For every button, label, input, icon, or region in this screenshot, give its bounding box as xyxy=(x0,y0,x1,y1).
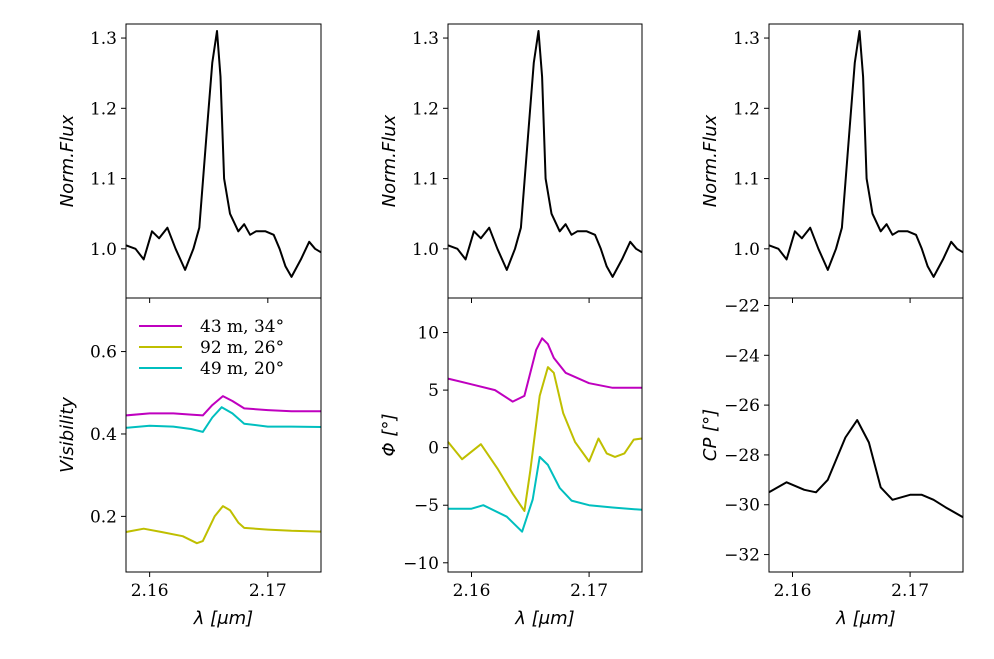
y-tick-label: 1.1 xyxy=(90,170,117,190)
y-tick-label: 1.3 xyxy=(90,29,117,49)
y-tick-label: 1.0 xyxy=(90,240,117,260)
y-tick-label: 1.2 xyxy=(90,99,117,119)
y-axis-label: Visibility xyxy=(57,397,78,473)
series-line-1 xyxy=(125,505,322,545)
x-tick-label: 2.17 xyxy=(891,581,929,601)
x-tick-label: 2.16 xyxy=(774,581,812,601)
y-tick-label: 1.3 xyxy=(412,29,439,49)
series-line-0 xyxy=(768,30,964,278)
x-tick-label: 2.16 xyxy=(131,581,169,601)
x-axis-label: λ [μm] xyxy=(835,608,895,629)
y-tick-label: 1.2 xyxy=(733,99,760,119)
y-tick-label: 5 xyxy=(428,381,439,401)
y-axis-label: Norm.Flux xyxy=(57,114,78,207)
x-tick-label: 2.17 xyxy=(249,581,287,601)
y-axis-label: CP [°] xyxy=(700,409,721,461)
y-tick-label: 0 xyxy=(428,439,439,459)
axes-frame xyxy=(125,297,322,573)
series-line-1 xyxy=(447,366,643,512)
y-tick-label: 1.1 xyxy=(412,170,439,190)
y-tick-label: 1.2 xyxy=(412,99,439,119)
series-line-0 xyxy=(447,337,642,403)
y-tick-label: −32 xyxy=(724,546,760,566)
legend-label: 92 m, 26° xyxy=(200,338,284,358)
x-axis-label: λ [μm] xyxy=(193,608,253,629)
y-tick-label: 10 xyxy=(417,324,439,344)
y-tick-label: −26 xyxy=(724,396,760,416)
series-line-2 xyxy=(125,406,322,433)
panel-flux-3: 1.0 1.1 1.2 1.3 Norm.Flux xyxy=(700,23,964,303)
y-tick-label: 0.2 xyxy=(90,507,117,527)
y-axis-label: Φ [°] xyxy=(379,414,400,457)
y-tick-label: −24 xyxy=(724,346,760,366)
x-tick-label: 2.17 xyxy=(570,581,608,601)
legend-label: 43 m, 34° xyxy=(200,317,284,337)
series-line-0 xyxy=(125,30,322,278)
panel-flux-2: 1.0 1.1 1.2 1.3 Norm.Flux xyxy=(379,23,643,303)
y-tick-label: −30 xyxy=(724,496,760,516)
panel-visibility: 0.2 0.4 0.6 2.16 2.17 Visibility λ [μm] 43 m, 3… xyxy=(57,297,322,629)
legend-label: 49 m, 20° xyxy=(200,359,284,379)
series-line-0 xyxy=(447,30,643,278)
y-tick-label: 1.0 xyxy=(412,240,439,260)
x-axis-label: λ [μm] xyxy=(514,608,574,629)
y-tick-label: −28 xyxy=(724,446,760,466)
series-line-0 xyxy=(768,419,964,519)
x-tick-label: 2.16 xyxy=(453,581,491,601)
y-tick-label: 0.6 xyxy=(90,343,117,363)
y-axis-label: Norm.Flux xyxy=(379,114,400,207)
series-line-0 xyxy=(125,395,321,417)
axes-frame xyxy=(447,297,643,573)
series-line-2 xyxy=(448,455,643,533)
legend: 43 m, 34°92 m, 26°49 m, 20° xyxy=(139,317,284,379)
y-tick-label: −22 xyxy=(724,296,760,316)
axes-frame xyxy=(768,297,964,573)
y-tick-label: −10 xyxy=(403,554,439,574)
y-tick-label: 1.3 xyxy=(733,29,760,49)
panel-phase: −10 −5 0 5 10 2.16 2.17 Φ [°] λ [μm] xyxy=(379,297,643,629)
y-tick-label: 1.1 xyxy=(733,170,760,190)
y-tick-label: −5 xyxy=(414,496,439,516)
panel-closure-phase: −32 −30 −28 −26 −24 −22 2.16 2.17 CP [°] λ [μm] xyxy=(700,296,964,629)
y-axis-label: Norm.Flux xyxy=(700,114,721,207)
y-tick-label: 1.0 xyxy=(733,240,760,260)
y-tick-label: 0.4 xyxy=(90,425,117,445)
panel-flux-1: 1.0 1.1 1.2 1.3 Norm.Flux xyxy=(57,23,322,303)
